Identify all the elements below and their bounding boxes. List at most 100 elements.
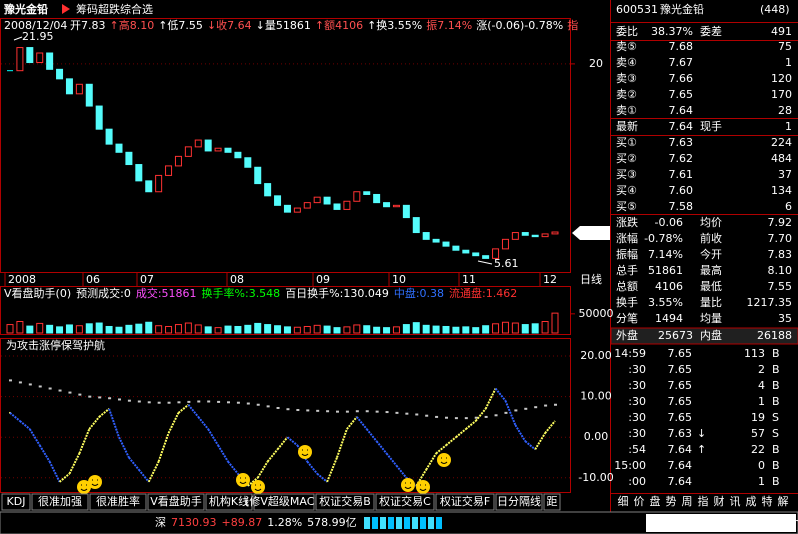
candle (452, 245, 460, 251)
side-tab[interactable]: 解 (778, 494, 789, 508)
volume-header: V看盘助手(0) 预测成交:0 成交:51861 换手率%:3.548 百日换手%:13… (4, 286, 517, 300)
side-tab[interactable]: 指 (698, 494, 709, 508)
trade-time: 14:59 (614, 347, 646, 360)
slow-dot (524, 407, 528, 410)
fast-segment (187, 404, 200, 418)
volume-bar (442, 325, 450, 334)
volume-bar (254, 322, 262, 334)
tab[interactable] (543, 493, 561, 511)
tab[interactable] (1, 493, 31, 511)
tab[interactable] (31, 493, 89, 511)
ratio-cell: 491 (771, 25, 792, 38)
side-tab[interactable]: 势 (666, 495, 677, 508)
smiley (88, 475, 102, 489)
side-tab[interactable]: 成 (746, 495, 757, 508)
side-tab[interactable]: 财 (714, 494, 725, 508)
tab[interactable] (253, 493, 315, 511)
fast-segment (28, 428, 41, 446)
volume-header-item: 中盘:0.38 (394, 286, 444, 300)
slow-dot (385, 411, 389, 414)
candle (95, 105, 103, 130)
tab-label[interactable]: 日分隔线 (497, 494, 541, 508)
book-price: 7.61 (669, 168, 694, 181)
tab[interactable] (205, 493, 253, 511)
tab[interactable] (89, 493, 147, 511)
y-tick-label: -10.00 (578, 471, 613, 484)
stat-value: 4106 (655, 280, 683, 293)
tab[interactable] (495, 493, 543, 511)
volume-bar (363, 325, 371, 334)
smiley (437, 453, 451, 467)
candle (65, 78, 73, 95)
slow-dot (266, 405, 270, 408)
side-tab[interactable]: 特 (762, 494, 773, 508)
fast-segment (365, 428, 378, 442)
fast-segment (356, 416, 368, 430)
side-tab[interactable]: 讯 (730, 495, 741, 508)
stat-value: 1494 (655, 312, 683, 325)
side-tab[interactable]: 周 (682, 495, 693, 508)
book-label: 买① (616, 136, 637, 149)
tab-label[interactable]: 距 (547, 495, 558, 508)
tab-label[interactable]: 权证交易B (319, 494, 371, 508)
slow-dot (177, 401, 181, 404)
book-volume: 75 (778, 40, 792, 53)
candle (165, 165, 173, 176)
formula-name: 筹码超跌综合选 (76, 2, 153, 16)
quote-item: ↑额4106 (315, 19, 363, 32)
quote-item: 涨(-0.06)-0.78% (476, 19, 563, 32)
slow-dot (514, 409, 518, 412)
tab-label[interactable]: KDJ (7, 495, 26, 508)
candle (125, 151, 133, 166)
slow-dot (464, 417, 468, 420)
volume-bar (174, 324, 182, 334)
side-tab[interactable]: 细 (618, 495, 629, 508)
tab-label[interactable]: (修V超级MACD (245, 494, 323, 508)
fast-segment (266, 448, 279, 463)
tab-label[interactable]: 很准加强 (38, 494, 82, 508)
fast-segment (435, 444, 447, 455)
slow-dot (484, 415, 488, 418)
tab-label[interactable]: 权证交易F (440, 494, 490, 508)
y-tick-label: 0.00 (584, 430, 609, 443)
tab[interactable] (375, 493, 435, 511)
trade-price: 7.64 (668, 443, 693, 456)
candle (521, 232, 529, 236)
ratio-cell: 委差 (700, 24, 722, 38)
stat-value: 7.83 (768, 248, 793, 261)
trade-price: 7.64 (668, 475, 693, 488)
tab-label[interactable]: 机构K线 (209, 494, 249, 508)
volume-header-item: V看盘助手(0) (4, 286, 71, 300)
tab[interactable] (315, 493, 375, 511)
trade-volume: 1 (758, 395, 765, 408)
tab-label[interactable]: 很准胜率 (96, 494, 140, 508)
volume-bar (204, 326, 212, 334)
volume-frame (0, 286, 571, 335)
volume-bar (65, 324, 73, 334)
high-label: 21.95 (22, 30, 54, 43)
y-tick-label: 20 (589, 57, 603, 70)
volume-bar (135, 323, 143, 334)
candle (353, 191, 361, 202)
leader (13, 36, 23, 41)
fast-segment (395, 464, 408, 479)
fast-segment (455, 428, 467, 438)
side-tab[interactable]: 盘 (650, 494, 661, 508)
tab-label[interactable]: V看盘助手 (150, 494, 202, 508)
candle (303, 202, 311, 209)
candle (442, 241, 450, 247)
volume-bar (244, 324, 252, 334)
candle (56, 68, 64, 80)
candle (85, 83, 93, 107)
book-price: 7.66 (669, 72, 694, 85)
side-tab[interactable]: 价 (634, 495, 645, 508)
tab[interactable] (147, 493, 205, 511)
fast-segment (385, 452, 398, 467)
slow-dot (534, 406, 538, 409)
tab-label[interactable]: 权证交易C (379, 494, 431, 508)
volume-bar (333, 327, 341, 334)
trade-time: :54 (628, 443, 646, 456)
tab[interactable] (435, 493, 495, 511)
fast-segment (375, 440, 388, 455)
trade-time: :30 (628, 379, 646, 392)
